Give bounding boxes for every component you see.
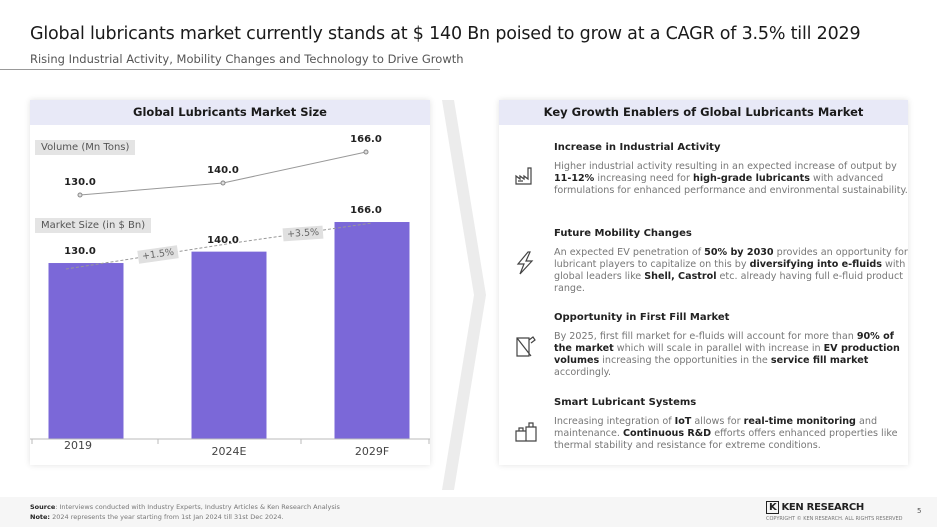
- source-text: : Interviews conducted with Industry Exp…: [55, 503, 340, 511]
- highlight-text: IoT: [674, 416, 692, 427]
- body-text: An expected EV penetration of: [554, 247, 705, 258]
- enabler-description: By 2025, first fill market for e-fluids …: [554, 331, 914, 379]
- market-size-tag: Market Size (in $ Bn): [35, 218, 152, 233]
- enabler-title: Opportunity in First Fill Market: [554, 312, 730, 323]
- enabler-title: Increase in Industrial Activity: [554, 142, 721, 153]
- brand-name: KEN RESEARCH: [781, 502, 864, 513]
- bar-value-label: 130.0: [64, 246, 96, 258]
- chevron-arrow-icon: [442, 100, 486, 490]
- enabler-description: Higher industrial activity resulting in …: [554, 161, 914, 197]
- enabler-description: Increasing integration of IoT allows for…: [554, 416, 914, 452]
- body-text: By 2025, first fill market for e-fluids …: [554, 331, 857, 342]
- lightning-icon: [514, 250, 538, 280]
- body-text: increasing need for: [594, 173, 694, 184]
- footer: [0, 497, 937, 527]
- highlight-text: diversifying into e-fluids: [749, 259, 882, 270]
- body-text: increasing the opportunities in the: [599, 355, 771, 366]
- note-text: 2024 represents the year starting from 1…: [50, 513, 284, 521]
- volume-tag: Volume (Mn Tons): [35, 140, 136, 155]
- highlight-text: service fill market: [770, 355, 869, 366]
- bar-2029F: [334, 222, 410, 439]
- bar-2024E: [191, 251, 267, 439]
- highlight-text: 90% of the market: [554, 331, 894, 354]
- source-note: Source: Interviews conducted with Indust…: [30, 503, 340, 511]
- growth-enablers-header: Key Growth Enablers of Global Lubricants…: [499, 100, 908, 125]
- highlight-text: 11-12%: [554, 173, 595, 184]
- note-label: Note:: [30, 513, 51, 521]
- body-text: and maintenance.: [554, 416, 878, 439]
- bar-value-label: 140.0: [207, 234, 239, 246]
- body-text: allows for: [691, 416, 744, 427]
- volume-value-label: 140.0: [207, 165, 239, 176]
- volume-value-label: 166.0: [350, 134, 382, 145]
- note: Note: 2024 represents the year starting …: [30, 513, 284, 521]
- highlight-text: 50% by 2030: [704, 247, 774, 258]
- body-text: with global leaders like: [554, 259, 906, 282]
- highlight-text: Continuous R&D: [622, 428, 712, 439]
- volume-value-label: 130.0: [64, 177, 96, 188]
- enabler-description: An expected EV penetration of 50% by 203…: [554, 247, 914, 295]
- source-label: Source: [30, 503, 56, 511]
- market-size-header: Global Lubricants Market Size: [30, 100, 430, 125]
- x-tick-label: 2019: [64, 439, 92, 452]
- x-tick-label: 2029F: [354, 445, 390, 458]
- x-tick-label: 2024E: [211, 445, 247, 458]
- enabler-title: Smart Lubricant Systems: [554, 397, 697, 408]
- body-text: with advanced formulations for enhanced …: [554, 173, 908, 196]
- body-text: Increasing integration of: [554, 416, 675, 427]
- growth-enablers-panel: Key Growth Enablers of Global Lubricants…: [499, 100, 908, 465]
- page-subtitle: Rising Industrial Activity, Mobility Cha…: [30, 52, 464, 66]
- bar-value-label: 166.0: [350, 205, 382, 217]
- body-text: Higher industrial activity resulting in …: [554, 161, 897, 172]
- lubricant-bottles-icon: [514, 419, 538, 449]
- page-title: Global lubricants market currently stand…: [30, 24, 861, 44]
- volume-point: [77, 192, 83, 198]
- volume-point: [220, 180, 226, 186]
- copyright: COPYRIGHT © KEN RESEARCH. ALL RIGHTS RES…: [766, 516, 903, 522]
- market-size-chart: [30, 149, 430, 444]
- highlight-text: real-time monitoring: [743, 416, 856, 427]
- body-text: efforts offers enhanced properties like …: [554, 428, 898, 451]
- bar-2019: [48, 263, 124, 439]
- volume-point: [363, 149, 369, 155]
- highlight-text: Shell, Castrol: [644, 271, 717, 282]
- highlight-text: EV production volumes: [554, 343, 900, 366]
- highlight-text: high-grade lubricants: [693, 173, 810, 184]
- subtitle-divider: [0, 69, 440, 70]
- oil-can-icon: [514, 334, 538, 364]
- brand-logo: K KEN RESEARCH: [766, 501, 864, 514]
- page-number: 5: [917, 507, 922, 515]
- body-text: etc. already having full e-fluid product…: [554, 271, 904, 294]
- body-text: which will scale in parallel with increa…: [613, 343, 824, 354]
- body-text: accordingly.: [554, 367, 612, 378]
- enabler-title: Future Mobility Changes: [554, 228, 692, 239]
- cagr-trend-line: [65, 222, 373, 270]
- body-text: provides an opportunity for lubricant pl…: [554, 247, 908, 270]
- factory-icon: [514, 164, 538, 194]
